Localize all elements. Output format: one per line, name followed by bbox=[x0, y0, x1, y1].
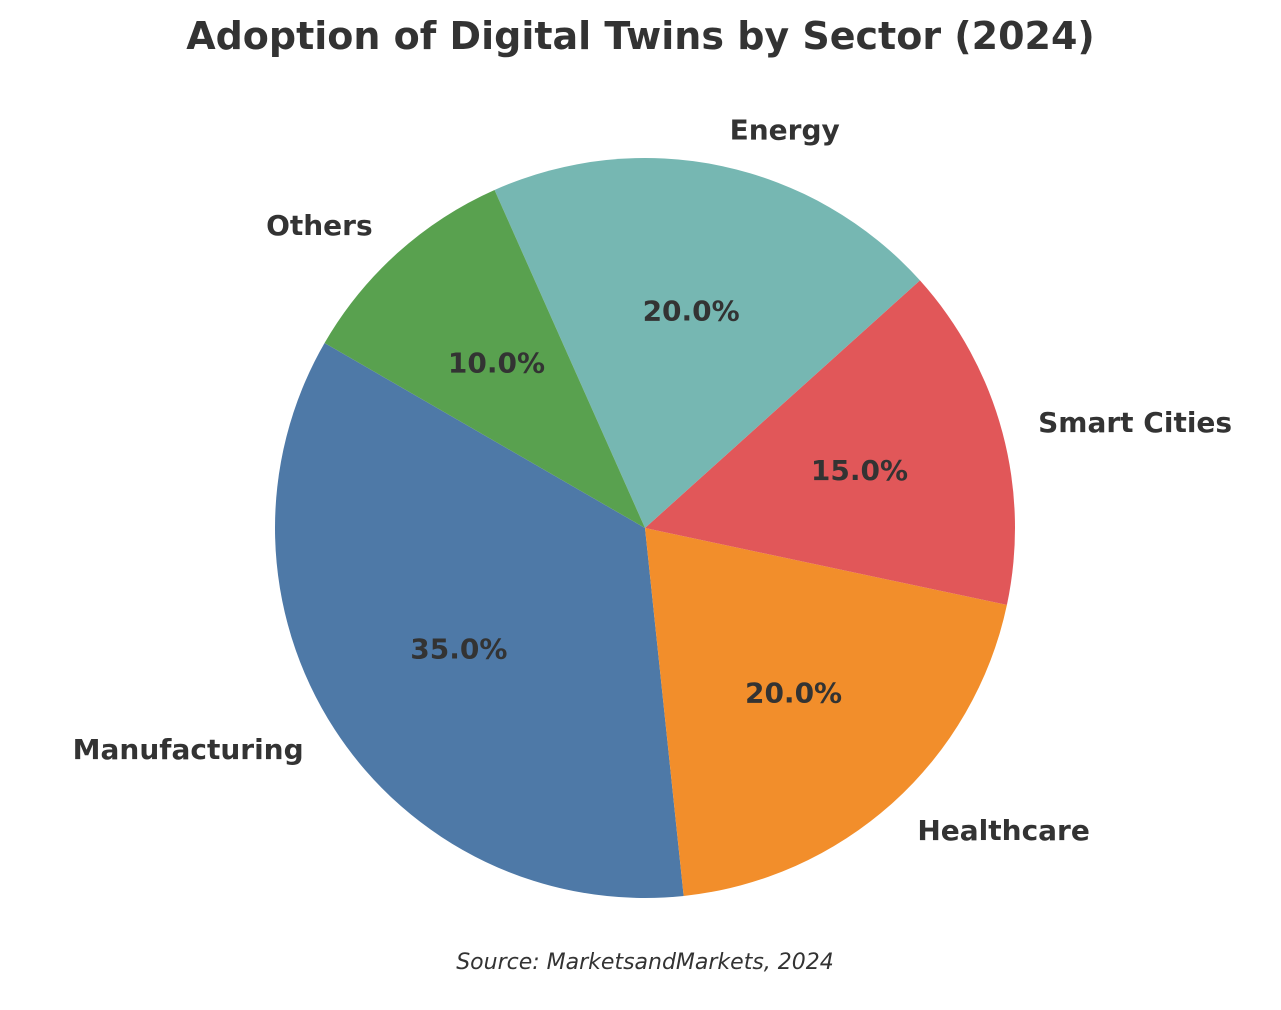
chart-title: Adoption of Digital Twins by Sector (202… bbox=[186, 14, 1095, 58]
pie-slice-manufacturing bbox=[274, 343, 684, 898]
pie-percentage-labels: 35.0% 20.0% 15.0% 20.0% 10.0% bbox=[410, 294, 908, 709]
pct-label-manufacturing: 35.0% bbox=[410, 632, 507, 665]
category-label-manufacturing: Manufacturing bbox=[73, 733, 304, 766]
pie-slice-energy bbox=[494, 158, 920, 528]
pct-label-smart-cities: 15.0% bbox=[811, 454, 908, 487]
pie-category-labels: Manufacturing Healthcare Smart Cities Energ… bbox=[73, 113, 1232, 847]
chart-source-note: Source: MarketsandMarkets, 2024 bbox=[456, 950, 834, 975]
pct-label-energy: 20.0% bbox=[643, 294, 740, 327]
category-label-healthcare: Healthcare bbox=[917, 814, 1090, 847]
pct-label-others: 10.0% bbox=[448, 347, 545, 380]
pie-slice-others bbox=[324, 189, 645, 529]
pie-slices bbox=[274, 158, 1016, 898]
category-label-others: Others bbox=[266, 209, 373, 242]
category-label-energy: Energy bbox=[730, 113, 840, 146]
pct-label-healthcare: 20.0% bbox=[745, 676, 842, 709]
category-label-smart-cities: Smart Cities bbox=[1038, 406, 1232, 439]
pie-slice-healthcare bbox=[645, 528, 1007, 896]
pie-slice-smart-cities bbox=[645, 280, 1016, 605]
